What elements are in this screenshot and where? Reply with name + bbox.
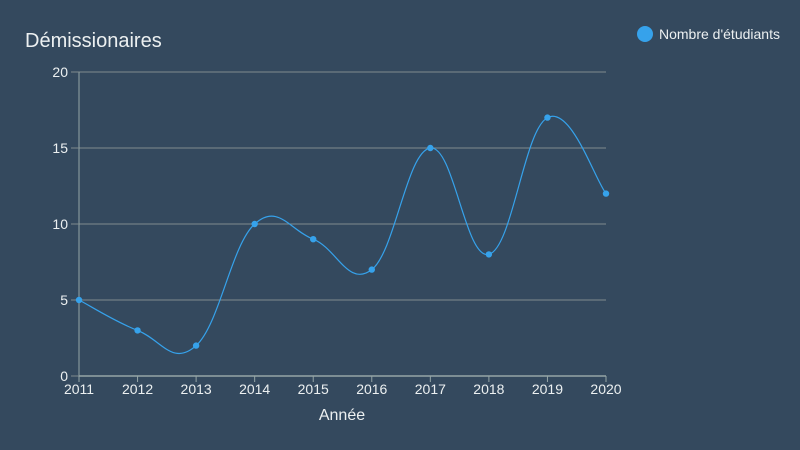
- legend-label: Nombre d'étudiants: [659, 26, 780, 42]
- x-tick-label: 2012: [122, 381, 153, 397]
- y-tick-label: 20: [52, 64, 68, 80]
- y-tick-label: 15: [52, 140, 68, 156]
- x-axis-title: Année: [319, 407, 365, 424]
- series-line: [78, 115, 607, 355]
- x-tick-label: 2013: [181, 381, 212, 397]
- data-point[interactable]: [602, 190, 610, 197]
- data-point[interactable]: [251, 220, 258, 228]
- x-tick-label: 2018: [473, 381, 504, 397]
- data-point[interactable]: [427, 144, 434, 152]
- legend[interactable]: Nombre d'étudiants: [637, 26, 780, 42]
- data-point[interactable]: [134, 327, 141, 334]
- legend-marker: [637, 26, 653, 42]
- data-point[interactable]: [368, 266, 375, 273]
- x-tick-label: 2016: [356, 381, 387, 397]
- y-tick-label: 0: [60, 368, 68, 384]
- grid: [79, 71, 606, 377]
- series: [75, 114, 610, 355]
- data-point[interactable]: [75, 296, 83, 304]
- y-axis-ticks: 0 5 10 15 20: [52, 64, 79, 384]
- data-point[interactable]: [544, 114, 551, 121]
- x-tick-label: 2019: [532, 381, 563, 397]
- x-tick-label: 2020: [590, 381, 621, 397]
- x-tick-label: 2011: [64, 381, 94, 397]
- x-axis-ticks: 2011 2012 2013 2014 2015 2016 2017 2018 2019 2020: [64, 376, 622, 397]
- data-point[interactable]: [310, 236, 317, 243]
- x-tick-label: 2014: [239, 381, 270, 397]
- y-tick-label: 5: [60, 292, 68, 308]
- data-point[interactable]: [485, 251, 493, 258]
- x-tick-label: 2015: [298, 381, 329, 397]
- x-tick-label: 2017: [415, 381, 446, 397]
- chart-title: Démissionaires: [25, 30, 162, 52]
- y-tick-label: 10: [52, 216, 68, 232]
- data-point[interactable]: [192, 342, 200, 349]
